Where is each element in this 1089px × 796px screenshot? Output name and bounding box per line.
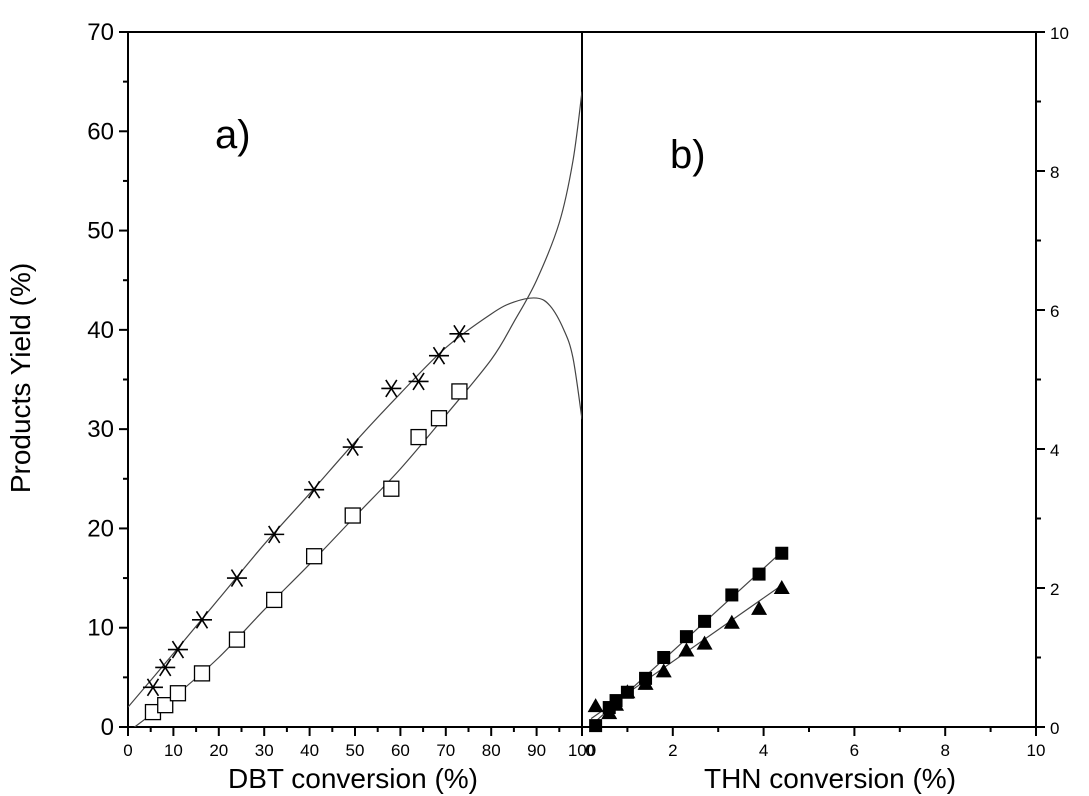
asterisk-point bbox=[192, 610, 213, 629]
x-tick-label-a: 20 bbox=[209, 741, 228, 760]
open-square-point bbox=[193, 665, 211, 682]
panel-a-label: a) bbox=[215, 113, 251, 157]
filled-triangle-point bbox=[696, 635, 713, 650]
x-tick-label-a: 50 bbox=[346, 741, 365, 760]
filled-square-point bbox=[775, 546, 789, 560]
x-tick-label-b: 6 bbox=[850, 741, 859, 760]
asterisk-point bbox=[428, 346, 449, 365]
asterisk-point bbox=[264, 525, 285, 544]
filled-square-point bbox=[679, 630, 693, 644]
asterisk-stroke bbox=[385, 379, 398, 398]
y-tick-label: 70 bbox=[87, 19, 114, 46]
asterisk-stroke bbox=[412, 372, 425, 391]
asterisk-stroke bbox=[230, 569, 244, 588]
x-tick-label-a: 30 bbox=[255, 741, 274, 760]
x-tick-label-b: 2 bbox=[668, 741, 677, 760]
asterisk-point bbox=[381, 379, 402, 398]
data-points bbox=[142, 324, 790, 733]
open-square-point bbox=[410, 428, 427, 446]
asterisk-point bbox=[226, 569, 247, 588]
y-tick-label: 40 bbox=[87, 317, 114, 344]
filled-triangle-point bbox=[608, 696, 625, 711]
y-tick-label: 20 bbox=[87, 515, 114, 542]
x-tick-label-a: 60 bbox=[391, 741, 410, 760]
panel-b-label: b) bbox=[670, 133, 706, 177]
open-square-point bbox=[383, 480, 400, 497]
open-square-point bbox=[305, 548, 323, 565]
filled-square-point bbox=[752, 567, 766, 581]
x-tick-label-a: 100 bbox=[568, 741, 596, 760]
filled-triangle-point bbox=[601, 705, 618, 720]
asterisk-point bbox=[342, 438, 363, 456]
axis-ticks bbox=[119, 31, 1045, 736]
x-tick-label-b: 0 bbox=[585, 741, 594, 760]
asterisk-stroke bbox=[453, 324, 466, 343]
y-tick-label: 50 bbox=[87, 218, 114, 245]
asterisk-point bbox=[142, 678, 163, 697]
right-y-tick-label: 6 bbox=[1050, 302, 1059, 321]
y-tick-label: 0 bbox=[101, 714, 114, 741]
asterisk-stroke bbox=[159, 658, 172, 677]
x-tick-label-a: 90 bbox=[527, 741, 546, 760]
asterisk-point bbox=[449, 324, 470, 343]
filled-triangle-point bbox=[773, 580, 790, 594]
x-axis-title-b: THN conversion (%) bbox=[704, 763, 956, 794]
right-y-tick-label: 10 bbox=[1050, 24, 1069, 43]
x-tick-label-b: 10 bbox=[1027, 741, 1046, 760]
x-axis-title-a: DBT conversion (%) bbox=[228, 763, 478, 794]
y-axis-title: Products Yield (%) bbox=[5, 263, 36, 493]
x-tick-label-a: 0 bbox=[123, 741, 132, 760]
filled-triangle-point bbox=[751, 600, 768, 615]
open-square-point bbox=[451, 383, 468, 400]
open-square-point bbox=[157, 697, 174, 714]
y-tick-label: 60 bbox=[87, 118, 114, 145]
filled-triangle-point bbox=[678, 642, 695, 657]
open-square-point bbox=[169, 685, 187, 702]
asterisk-stroke bbox=[171, 640, 185, 659]
asterisk-stroke bbox=[146, 678, 160, 697]
fit-curve-a-asterisk bbox=[128, 297, 582, 708]
x-tick-label-a: 40 bbox=[300, 741, 319, 760]
filled-triangle-point bbox=[619, 684, 636, 699]
x-tick-label-b: 4 bbox=[759, 741, 768, 760]
filled-square-point bbox=[589, 719, 603, 733]
open-square-point bbox=[430, 410, 448, 427]
open-square-point bbox=[344, 507, 361, 524]
x-tick-label-a: 70 bbox=[436, 741, 455, 760]
filled-triangle-point bbox=[637, 675, 654, 690]
filled-square-point bbox=[725, 588, 739, 602]
asterisk-point bbox=[304, 480, 325, 499]
filled-square-point bbox=[657, 651, 671, 664]
asterisk-stroke bbox=[268, 525, 281, 544]
asterisk-stroke bbox=[195, 610, 209, 629]
fit-curve-a-open-square bbox=[133, 91, 582, 727]
asterisk-stroke bbox=[307, 480, 321, 499]
filled-triangle-point bbox=[723, 614, 740, 629]
x-tick-label-a: 80 bbox=[482, 741, 501, 760]
x-tick-label-b: 8 bbox=[940, 741, 949, 760]
asterisk-point bbox=[167, 640, 188, 659]
y-tick-label: 10 bbox=[87, 615, 114, 642]
asterisk-stroke bbox=[432, 346, 446, 365]
filled-triangle-point bbox=[587, 698, 604, 713]
asterisk-point bbox=[408, 372, 429, 391]
open-square-point bbox=[266, 591, 283, 609]
right-y-tick-label: 8 bbox=[1050, 163, 1059, 182]
right-y-tick-label: 4 bbox=[1050, 441, 1059, 460]
y-tick-label: 30 bbox=[87, 416, 114, 443]
open-square-point bbox=[228, 631, 246, 648]
x-tick-label-a: 10 bbox=[164, 741, 183, 760]
asterisk-stroke bbox=[346, 438, 359, 456]
filled-square-point bbox=[698, 614, 712, 628]
asterisk-point bbox=[155, 658, 176, 677]
right-y-tick-label: 0 bbox=[1050, 719, 1059, 738]
plot-frame bbox=[127, 31, 1037, 728]
right-y-tick-label: 2 bbox=[1050, 580, 1059, 599]
filled-triangle-point bbox=[655, 663, 672, 678]
